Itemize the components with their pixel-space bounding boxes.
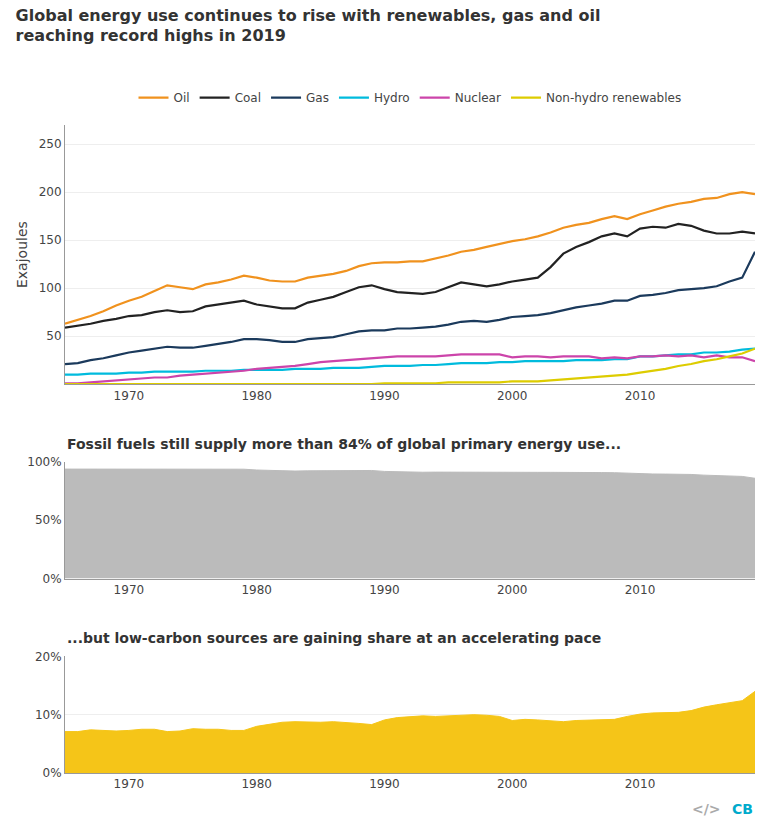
svg-text:1980: 1980	[241, 583, 272, 597]
svg-text:1980: 1980	[241, 389, 272, 403]
svg-text:Coal: Coal	[235, 91, 261, 105]
svg-text:2010: 2010	[625, 777, 656, 791]
svg-text:1990: 1990	[369, 389, 400, 403]
svg-text:2000: 2000	[497, 777, 528, 791]
svg-text:</>: </>	[692, 801, 721, 817]
svg-text:Fossil fuels still supply more: Fossil fuels still supply more than 84% …	[67, 436, 621, 452]
svg-text:2010: 2010	[625, 389, 656, 403]
svg-text:250: 250	[39, 137, 62, 151]
svg-text:200: 200	[39, 185, 62, 199]
svg-text:20%: 20%	[35, 650, 62, 664]
svg-text:100%: 100%	[27, 455, 61, 469]
svg-text:50: 50	[46, 329, 61, 343]
svg-text:1970: 1970	[114, 583, 145, 597]
svg-text:Exajoules: Exajoules	[14, 221, 30, 288]
svg-text:1970: 1970	[114, 777, 145, 791]
svg-text:...but low-carbon sources are: ...but low-carbon sources are gaining sh…	[67, 630, 601, 646]
svg-text:0%: 0%	[43, 766, 62, 780]
svg-text:10%: 10%	[35, 708, 62, 722]
svg-text:Gas: Gas	[306, 91, 329, 105]
svg-text:Non-hydro renewables: Non-hydro renewables	[546, 91, 681, 105]
svg-text:2000: 2000	[497, 583, 528, 597]
svg-text:1990: 1990	[369, 583, 400, 597]
svg-text:150: 150	[39, 233, 62, 247]
svg-text:1990: 1990	[369, 777, 400, 791]
svg-text:Oil: Oil	[174, 91, 190, 105]
svg-text:2000: 2000	[497, 389, 528, 403]
svg-text:1970: 1970	[114, 389, 145, 403]
svg-text:Nuclear: Nuclear	[455, 91, 501, 105]
svg-text:100: 100	[39, 281, 62, 295]
svg-text:0%: 0%	[43, 572, 62, 586]
svg-text:Hydro: Hydro	[374, 91, 410, 105]
svg-text:Global energy use continues to: Global energy use continues to rise with…	[16, 6, 601, 46]
svg-text:CB: CB	[732, 801, 753, 817]
svg-text:50%: 50%	[35, 513, 62, 527]
svg-text:1980: 1980	[241, 777, 272, 791]
svg-text:2010: 2010	[625, 583, 656, 597]
